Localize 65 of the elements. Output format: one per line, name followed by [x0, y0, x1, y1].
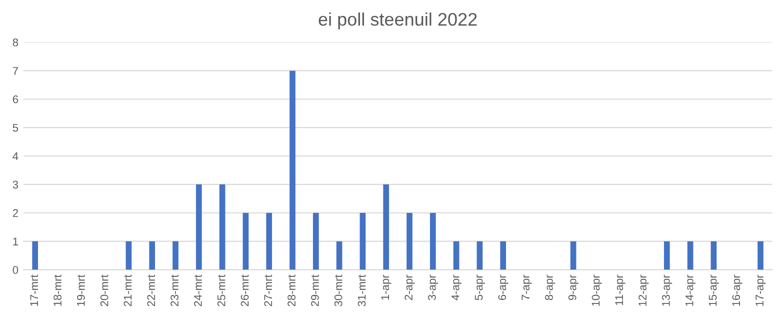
x-tick-label: 14-apr	[686, 274, 696, 306]
y-tick-label: 3	[12, 180, 18, 189]
x-tick-label: 22-mrt	[147, 274, 156, 306]
x-tick-label: 19-mrt	[77, 274, 85, 306]
bar	[266, 212, 272, 270]
x-tick-label: 16-apr	[732, 274, 742, 306]
x-tick-label: 6-apr	[498, 274, 508, 300]
x-tick-label: 21-mrt	[124, 274, 132, 306]
x-tick-label: 12-apr	[638, 274, 649, 306]
x-tick-label: 17-mrt	[30, 274, 38, 306]
x-tick-label: 26-mrt	[240, 274, 249, 306]
bar	[476, 241, 483, 270]
bar	[383, 184, 390, 270]
x-tick-label: 15-apr	[708, 274, 719, 306]
x-tick-label: 29-mrt	[311, 274, 319, 306]
bar	[758, 241, 764, 270]
x-tick-label: 20-mrt	[100, 274, 108, 306]
bar	[500, 241, 506, 270]
bar	[664, 241, 670, 270]
bar	[406, 212, 412, 270]
bar	[32, 241, 38, 270]
x-tick-label: 3-apr	[428, 274, 438, 300]
x-tick-label: 17-apr	[756, 274, 766, 306]
x-tick-label: 7-apr	[522, 274, 532, 300]
y-tick-label: 8	[12, 38, 18, 46]
y-tick-label: 5	[12, 124, 18, 132]
y-tick-label: 0	[12, 266, 18, 274]
x-tick-label: 1-apr	[381, 274, 392, 300]
bar	[196, 184, 202, 270]
x-tick-label: 11-apr	[615, 274, 626, 306]
bar	[312, 212, 319, 270]
bar	[687, 241, 694, 270]
bar	[453, 241, 460, 270]
bar	[290, 70, 296, 270]
x-tick-label: 9-apr	[568, 274, 578, 300]
y-tick-label: 2	[12, 209, 18, 217]
bar	[336, 241, 342, 270]
x-tick-label: 30-mrt	[334, 274, 342, 306]
x-tick-label: 2-apr	[404, 274, 415, 300]
bar	[710, 241, 717, 270]
x-tick-label: 4-apr	[452, 274, 462, 300]
x-tick-label: 27-mrt	[264, 274, 272, 306]
bar	[219, 184, 226, 270]
x-tick-label: 18-mrt	[54, 274, 62, 306]
x-tick-label: 5-apr	[474, 274, 485, 300]
x-tick-label: 28-mrt	[288, 274, 296, 306]
bar	[360, 212, 366, 270]
y-tick-label: 6	[12, 95, 18, 104]
y-tick-label: 7	[12, 67, 18, 75]
bar	[430, 212, 436, 270]
bar	[149, 241, 156, 270]
x-tick-label: 25-mrt	[217, 274, 226, 306]
bar	[242, 212, 249, 270]
chart-title: ei poll steenuil 2022	[318, 12, 477, 30]
x-tick-label: 31-mrt	[358, 274, 366, 306]
x-tick-label: 8-apr	[545, 274, 556, 300]
y-tick-label: 4	[12, 152, 18, 160]
y-tick-label: 1	[13, 238, 18, 246]
bar	[570, 241, 576, 270]
bar	[172, 241, 178, 270]
x-tick-label: 13-apr	[662, 274, 672, 306]
x-tick-label: 10-apr	[592, 274, 602, 306]
x-tick-label: 24-mrt	[194, 274, 202, 306]
x-tick-label: 23-mrt	[170, 274, 178, 306]
bar	[126, 241, 132, 270]
